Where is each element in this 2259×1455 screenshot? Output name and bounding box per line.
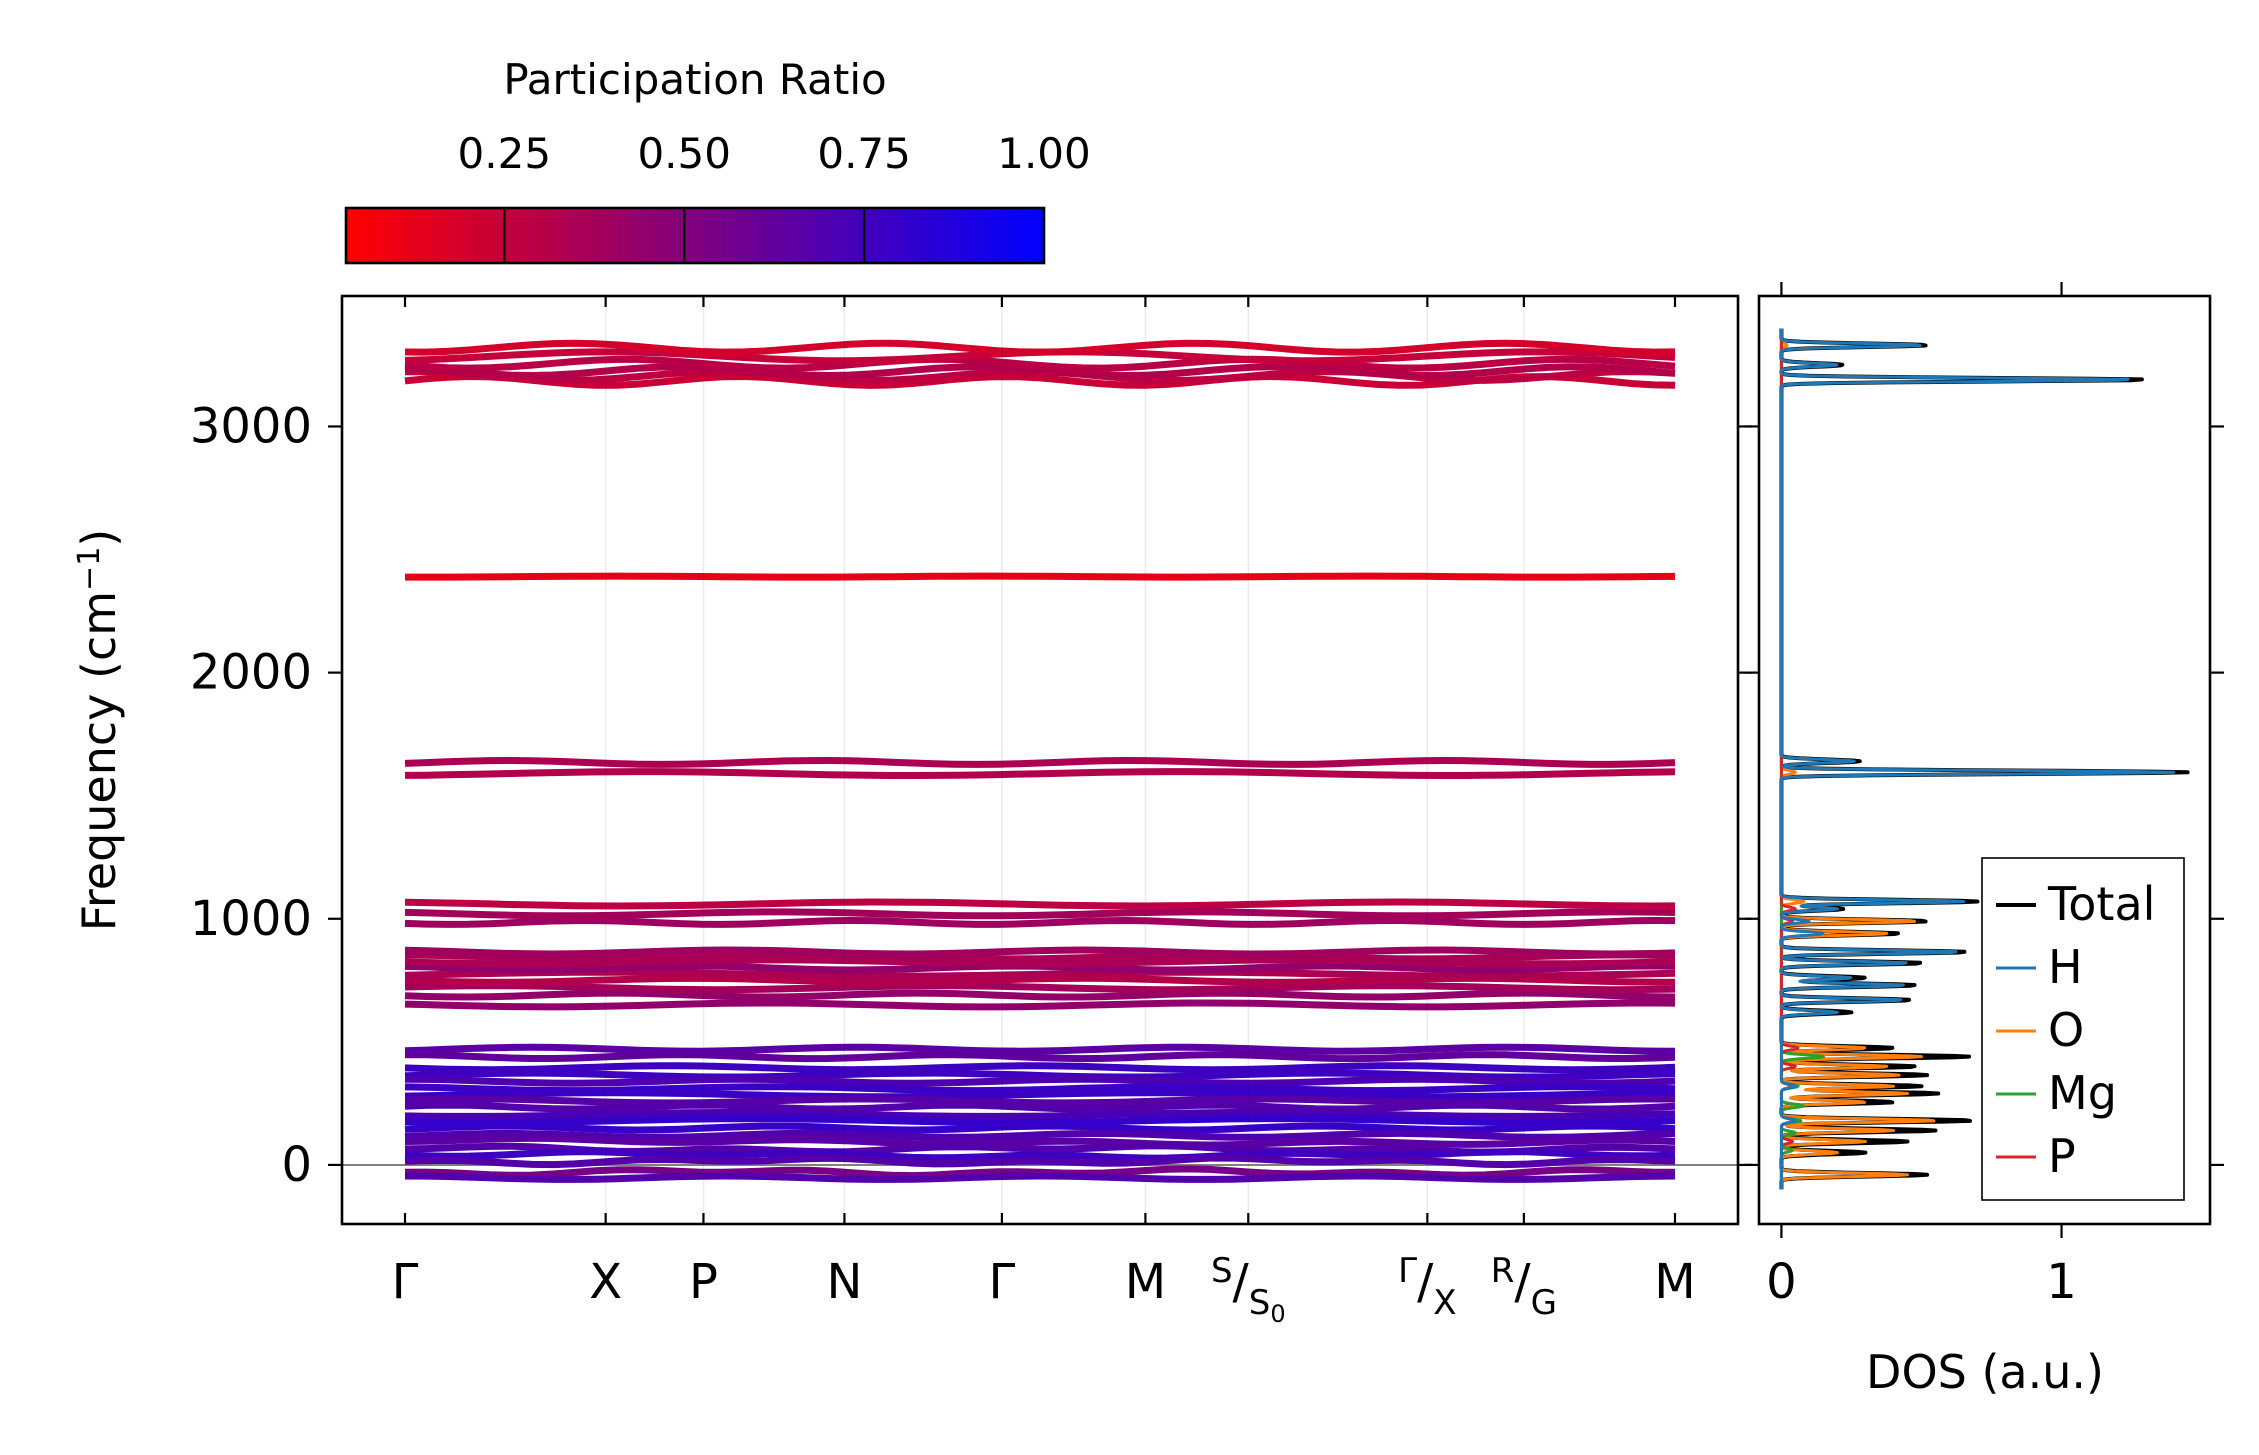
kpath-label: S/S0 [1211,1251,1286,1328]
band-structure-panel: 0 1000 2000 3000 Γ X P N Γ M S/S0 Γ/X R/G M Frequenc… [72,294,1752,1328]
band-line [404,908,1676,920]
kpath-label: Γ/X [1398,1251,1456,1323]
y-tick-label: 0 [281,1137,312,1193]
band-line [404,917,1676,928]
band-line [404,1154,1676,1169]
legend: Total HO Mg P [1981,857,2185,1201]
kpath-label: P [689,1254,718,1310]
legend-label: O [2048,1003,2084,1057]
band-line [404,1134,1676,1149]
band-line [404,768,1676,779]
high-symmetry-lines [604,296,1525,1224]
band-line [404,1148,1676,1162]
colorbar-tick-label: 0.50 [637,129,731,178]
band-lines [404,339,1676,1183]
dos-y-ticks [1745,425,2224,1167]
y-tick-label: 2000 [190,645,312,701]
band-line [404,968,1676,980]
y-tick-label: 1000 [190,891,312,947]
band-line [404,355,1676,372]
y-tick-label: 3000 [190,398,312,454]
dos-x-tick-label: 0 [1766,1254,1797,1310]
kpath-label: Γ [392,1254,419,1310]
colorbar-tick-label: 0.25 [458,129,552,178]
band-line [404,1069,1676,1081]
band-line [404,1051,1676,1063]
dos-x-label: DOS (a.u.) [1866,1345,2104,1399]
band-line [404,1115,1676,1127]
band-line [404,1043,1676,1055]
colorbar-tick-label: 0.75 [817,129,911,178]
colorbar-ticks: 0.25 0.50 0.75 1.00 [458,129,1091,263]
band-line [404,1062,1676,1074]
band-line [404,1122,1676,1134]
colorbar: Participation Ratio 0.25 0.50 0.75 1.00 [344,55,1091,265]
kpath-label: R/G [1491,1251,1557,1323]
band-line [404,999,1676,1011]
legend-box [1981,857,2185,1201]
dos-frame [1757,294,2212,1226]
band-line [404,1075,1676,1087]
kpath-label: X [589,1254,622,1310]
kpath-label: Γ [989,1254,1016,1310]
band-line [404,363,1676,379]
kpath-label: M [1654,1254,1695,1310]
band-line [404,1101,1676,1113]
band-line [404,956,1676,968]
legend-entries: Total HO Mg P [1996,877,2155,1183]
kpath-label: M [1125,1254,1166,1310]
y-axis-ticks: 0 1000 2000 3000 [190,398,1752,1193]
colorbar-title: Participation Ratio [503,55,886,104]
band-line [404,339,1676,356]
legend-label: P [2048,1129,2076,1183]
band-line [404,1172,1676,1183]
kpath-ticks: Γ X P N Γ M S/S0 Γ/X R/G M [392,296,1696,1328]
legend-label: Mg [2048,1066,2117,1120]
band-line [404,757,1676,768]
kpath-label: N [826,1254,862,1310]
legend-label: Total [2047,877,2155,931]
band-line [404,898,1676,910]
legend-label: H [2048,940,2083,994]
colorbar-tick-label: 1.00 [997,129,1091,178]
dos-curve-h [1779,327,2176,1191]
band-line [404,982,1676,994]
band-line [404,1109,1676,1120]
band-line [405,572,1676,581]
dos-curves [1779,327,2190,1191]
band-line [404,946,1676,958]
band-line [404,1089,1676,1101]
band-frame [340,294,1740,1226]
band-line [404,989,1676,1001]
colorbar-gradient [344,206,1046,265]
band-line [404,951,1676,963]
band-line [404,1129,1676,1141]
y-axis-label: Frequency (cm−1) [72,529,126,932]
dos-x-tick-label: 1 [2046,1254,2077,1310]
